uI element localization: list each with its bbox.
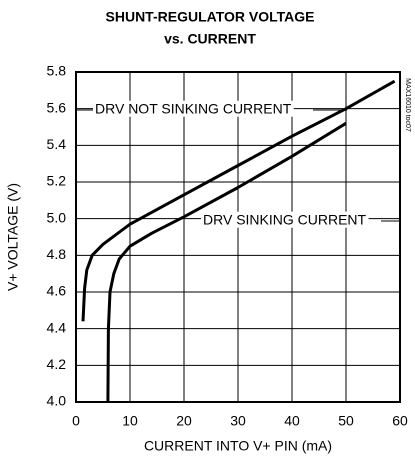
y-tick-label: 5.2 — [47, 173, 67, 189]
chart-title: SHUNT-REGULATOR VOLTAGE — [106, 9, 315, 25]
label-background — [93, 100, 294, 117]
series-label: DRV SINKING CURRENT — [203, 212, 367, 228]
y-tick-label: 5.6 — [47, 99, 67, 115]
x-tick-label: 0 — [72, 413, 80, 429]
x-tick-label: 20 — [176, 413, 192, 429]
y-tick-label: 4.6 — [47, 283, 67, 299]
series-line — [81, 79, 396, 322]
y-tick-label: 5.4 — [47, 136, 67, 152]
label-background — [201, 211, 369, 228]
x-tick-label: 40 — [284, 413, 300, 429]
x-tick-label: 10 — [122, 413, 138, 429]
watermark: MAX16010 toc07 — [404, 78, 411, 132]
y-tick-label: 4.4 — [47, 319, 67, 335]
x-tick-label: 60 — [392, 413, 408, 429]
series-label: DRV NOT SINKING CURRENT — [95, 101, 292, 117]
y-tick-label: 4.0 — [47, 393, 67, 409]
x-axis-label: CURRENT INTO V+ PIN (mA) — [144, 438, 332, 454]
y-tick-label: 5.0 — [47, 209, 67, 225]
plot-frame — [75, 71, 401, 403]
x-tick-label: 30 — [230, 413, 246, 429]
y-tick-label: 4.2 — [47, 356, 67, 372]
series-line — [106, 122, 347, 403]
y-axis-label: V+ VOLTAGE (V) — [5, 183, 21, 291]
x-tick-label: 50 — [338, 413, 354, 429]
y-tick-label: 5.8 — [47, 63, 67, 79]
chart-title: vs. CURRENT — [164, 31, 256, 47]
y-tick-label: 4.8 — [47, 246, 67, 262]
